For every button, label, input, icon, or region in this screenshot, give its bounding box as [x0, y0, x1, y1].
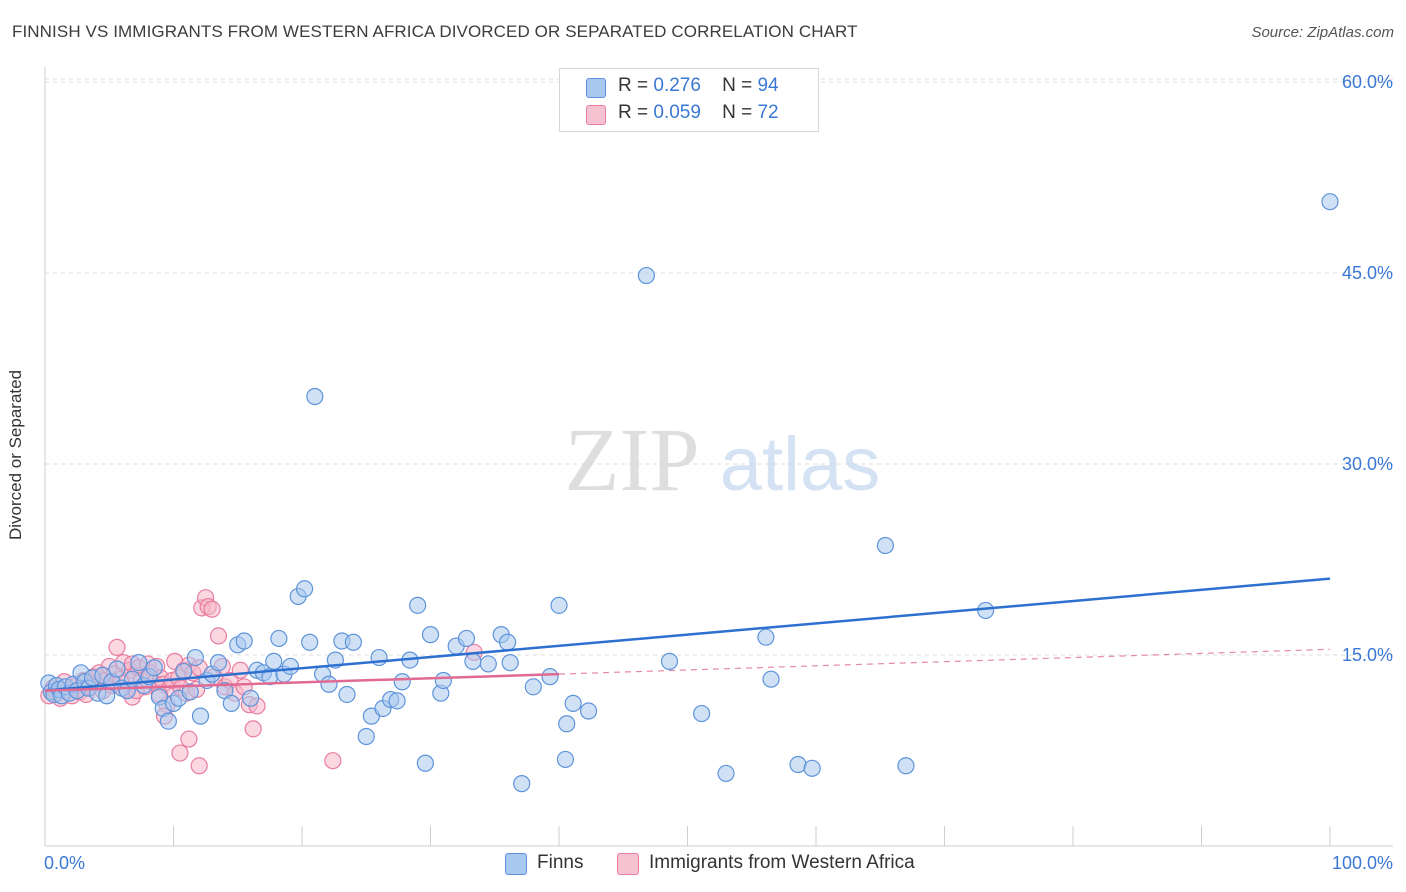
finns-point: [344, 633, 362, 651]
finns-point: [191, 707, 210, 725]
watermark-atlas: atlas: [720, 422, 881, 507]
series-legend: Finns Immigrants from Western Africa: [0, 851, 1406, 877]
finns-point: [717, 764, 735, 783]
finns-point: [357, 727, 375, 746]
gridlines: [45, 78, 1393, 656]
wa-point: [203, 600, 221, 618]
source-label: Source: ZipAtlas.com: [1251, 24, 1394, 41]
trend-lines: [44, 577, 1331, 692]
wa-r-label: R =: [618, 102, 649, 123]
finns-point: [513, 775, 531, 793]
finns-point: [757, 628, 775, 646]
finns-point: [457, 629, 476, 648]
finns-swatch: [586, 78, 606, 98]
axes: [44, 67, 1393, 847]
finns-point: [479, 655, 497, 673]
x-tick-label: 0.0%: [44, 853, 85, 873]
finns-r-value: 0.276: [653, 75, 701, 96]
finns-point: [541, 668, 559, 686]
finns-point: [209, 654, 228, 672]
finns-n-label: N =: [722, 75, 753, 96]
finns-point: [550, 596, 568, 614]
y-axis-label: Divorced or Separated: [6, 369, 25, 541]
finns-point: [295, 580, 314, 598]
x-tick-labels: 0.0% 100.0%: [44, 853, 1393, 873]
finns-point: [637, 266, 655, 285]
finns-point: [265, 652, 283, 670]
finns-point: [181, 683, 199, 701]
wa-n-label: N =: [722, 102, 753, 123]
finns-point: [564, 694, 582, 712]
finns-point: [409, 596, 427, 614]
finns-point: [897, 757, 915, 775]
finns-point: [876, 536, 894, 555]
finns-point: [579, 702, 598, 720]
watermark: ZIP atlas: [565, 411, 881, 510]
y-tick-label: 60.0%: [1342, 72, 1393, 92]
wa-trend-extension: [558, 648, 1331, 675]
finns-point: [803, 759, 821, 777]
finns-point: [145, 659, 163, 677]
wa-point: [209, 627, 228, 645]
finns-point: [762, 670, 780, 688]
y-tick-label: 45.0%: [1342, 263, 1393, 283]
finns-point: [558, 715, 576, 733]
y-tick-labels: 15.0% 30.0% 45.0% 60.0%: [1342, 72, 1393, 665]
finns-point: [421, 626, 440, 644]
finns-point: [186, 648, 204, 667]
y-tick-label: 30.0%: [1342, 454, 1393, 474]
wa-swatch: [586, 105, 606, 125]
stats-legend: R = 0.276 N = 94 R = 0.059 N = 72: [559, 68, 819, 132]
finns-point: [222, 694, 240, 712]
finns-point: [270, 629, 288, 648]
finns-point: [556, 750, 575, 769]
y-tick-label: 15.0%: [1342, 645, 1393, 665]
finns-point: [499, 633, 517, 651]
finns-point: [281, 657, 300, 676]
finns-point: [159, 712, 177, 730]
wa-point: [171, 744, 189, 762]
finns-point: [789, 755, 807, 774]
finns-point: [416, 754, 434, 772]
finns-point: [393, 673, 411, 691]
finns-trend-line: [44, 577, 1331, 692]
finns-point: [130, 654, 148, 672]
watermark-zip: ZIP: [565, 411, 700, 510]
finns-point: [434, 671, 452, 690]
finns-point: [235, 632, 253, 650]
wa-point: [324, 752, 342, 770]
legend-finns-label: Finns: [537, 852, 584, 873]
wa-n-value: 72: [757, 102, 779, 123]
finns-point: [693, 704, 711, 723]
wa-point: [180, 730, 198, 748]
legend-wa-label: Immigrants from Western Africa: [649, 852, 915, 873]
finns-point: [320, 675, 338, 693]
finns-point: [524, 678, 542, 696]
finns-point: [501, 654, 519, 672]
finns-n-value: 94: [757, 75, 779, 96]
legend-finns-swatch: [505, 853, 527, 875]
finns-point: [338, 685, 356, 704]
x-tick-label: 100.0%: [1332, 853, 1393, 873]
wa-r-value: 0.059: [653, 102, 701, 123]
chart-title: FINNISH VS IMMIGRANTS FROM WESTERN AFRIC…: [12, 22, 858, 41]
wa-point: [244, 720, 262, 738]
wa-point: [231, 661, 249, 679]
finns-point: [464, 652, 482, 670]
finns-point: [306, 387, 324, 406]
finns-point: [301, 633, 319, 651]
wa-trend-line: [44, 672, 560, 692]
legend-wa-swatch: [617, 853, 639, 875]
finns-point: [1321, 193, 1339, 211]
wa-point: [190, 757, 208, 775]
finns-r-label: R =: [618, 75, 649, 96]
finns-point: [977, 601, 995, 620]
finns-point: [242, 689, 260, 707]
wa-point: [108, 638, 126, 656]
finns-point: [108, 660, 126, 678]
finns-point: [660, 652, 679, 670]
finns-point: [388, 692, 406, 710]
